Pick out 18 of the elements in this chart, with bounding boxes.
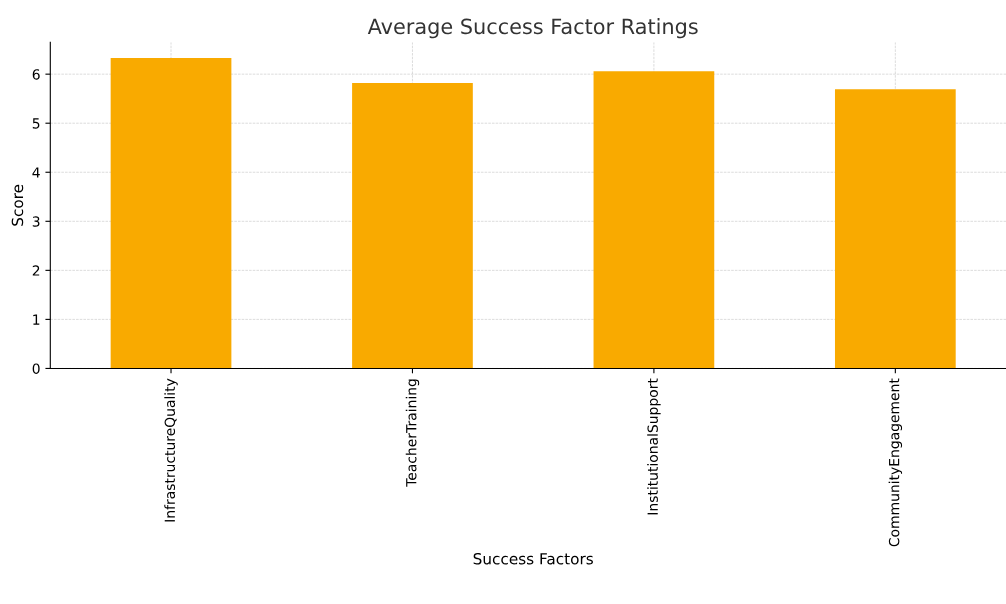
bar (834, 89, 956, 369)
y-tick-label: 3 (32, 216, 40, 227)
y-axis-title: Score (11, 184, 24, 226)
chart-title: Average Success Factor Ratings (367, 18, 698, 39)
y-tick-label: 1 (33, 314, 40, 325)
y-tick-label: 0 (32, 363, 40, 374)
bar (110, 57, 232, 369)
x-tick-label: TeacherTraining (405, 379, 420, 487)
bar (352, 82, 473, 369)
y-tick-label: 2 (32, 265, 40, 276)
x-tick-label: CommunityEngagement (888, 378, 903, 547)
y-tick-label: 6 (32, 69, 40, 80)
y-tick-label: 5 (32, 118, 40, 129)
bar (593, 71, 715, 369)
y-tick-label: 4 (32, 167, 40, 178)
x-axis-title: Success Factors (473, 552, 593, 565)
x-tick-label: InstitutionalSupport (647, 378, 661, 515)
x-tick-label: InfrastructureQuality (164, 378, 178, 522)
